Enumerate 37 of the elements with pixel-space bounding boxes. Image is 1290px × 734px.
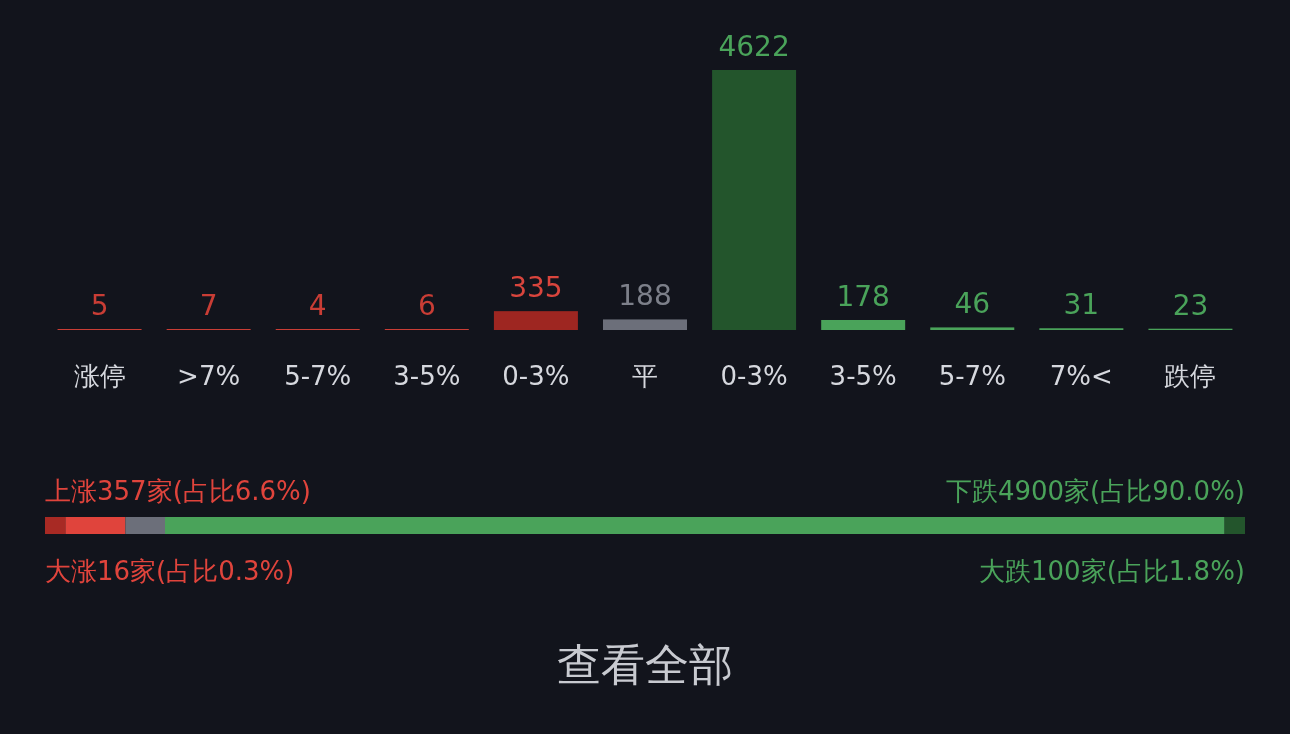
data-label: 6 (417, 289, 436, 322)
x-tick-label: 5-7% (284, 361, 352, 391)
text: 大涨16家(占比0.3%) (45, 556, 295, 586)
bar (493, 311, 578, 330)
bar (45, 517, 66, 534)
text: 大跌100家(占比1.8%) (979, 556, 1245, 586)
data-label: 5 (90, 289, 109, 322)
data-label: 4 (308, 289, 327, 322)
data-label: 335 (509, 271, 563, 305)
bar (165, 517, 1225, 534)
x-tick-label: 平 (632, 361, 658, 391)
bar (1224, 517, 1245, 534)
bar (821, 319, 906, 330)
data-label: 23 (1172, 288, 1209, 322)
x-tick-label: 涨停 (73, 361, 126, 391)
x-tick-label: 0-3% (720, 361, 788, 391)
x-tick-label: 跌停 (1164, 361, 1217, 391)
x-tick-label: 7%< (1049, 361, 1113, 391)
x-tick-label: 3-5% (829, 361, 897, 391)
text: 下跌4900家(占比90.0%) (945, 476, 1245, 506)
data-label: 188 (618, 279, 672, 313)
bar (712, 70, 797, 330)
x-tick-label: >7% (177, 361, 241, 391)
text: 查看全部 (557, 639, 733, 690)
data-label: 178 (836, 279, 890, 313)
bar (125, 517, 165, 534)
data-label: 7 (199, 289, 218, 322)
bar (603, 319, 687, 330)
bar (65, 517, 126, 534)
x-tick-label: 0-3% (502, 361, 570, 391)
x-tick-label: 5-7% (938, 361, 1006, 391)
data-label: 46 (954, 287, 991, 321)
data-label: 31 (1063, 288, 1100, 322)
bar (930, 327, 1015, 330)
text: 上涨357家(占比6.6%) (45, 476, 311, 506)
data-label: 4622 (718, 30, 790, 63)
x-tick-label: 3-5% (393, 361, 461, 391)
